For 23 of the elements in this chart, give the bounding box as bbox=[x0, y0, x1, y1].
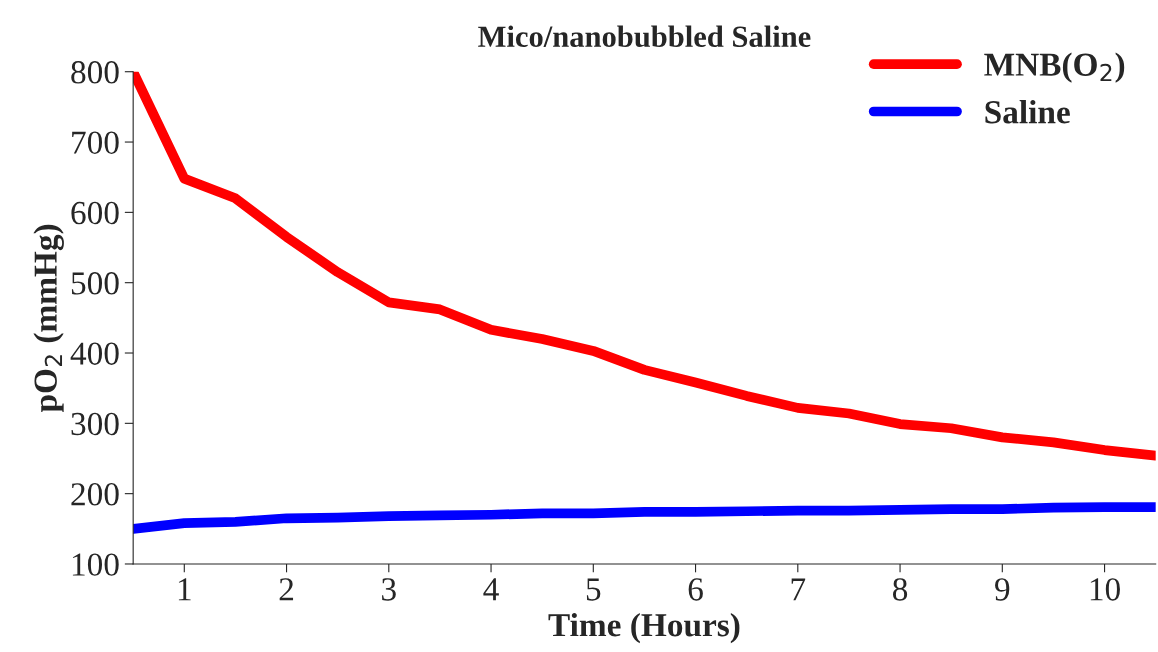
x-tick-label: 1 bbox=[178, 578, 191, 601]
y-tick-label: 300 bbox=[71, 412, 119, 436]
x-tick-label: 8 bbox=[892, 578, 908, 601]
legend-label: MNB(O$_{2}$) bbox=[984, 52, 1125, 83]
x-tick-label: 7 bbox=[791, 578, 806, 601]
y-tick-label: 500 bbox=[71, 272, 119, 295]
x-tick-label: 4 bbox=[483, 578, 499, 601]
chart-title: Mico/nanobubbled Saline bbox=[478, 25, 811, 48]
y-tick-label: 100 bbox=[72, 553, 119, 576]
y-tick-label: 200 bbox=[71, 483, 119, 506]
y-axis-title: pO$_{2}$ (mmHg) bbox=[33, 224, 64, 413]
y-tick-label: 400 bbox=[70, 342, 119, 365]
y-tick-label: 700 bbox=[72, 131, 119, 154]
x-tick-label: 9 bbox=[995, 578, 1010, 601]
y-tick-label: 600 bbox=[71, 201, 119, 225]
x-tick-label: 5 bbox=[586, 578, 601, 601]
x-tick-label: 10 bbox=[1090, 578, 1120, 601]
x-tick-label: 6 bbox=[688, 578, 703, 601]
x-tick-label: 3 bbox=[382, 578, 396, 601]
x-tick-label: 2 bbox=[279, 578, 294, 601]
x-axis-title: Time (Hours) bbox=[548, 612, 740, 644]
legend-label: Saline bbox=[985, 100, 1070, 124]
y-tick-label: 800 bbox=[71, 61, 119, 84]
